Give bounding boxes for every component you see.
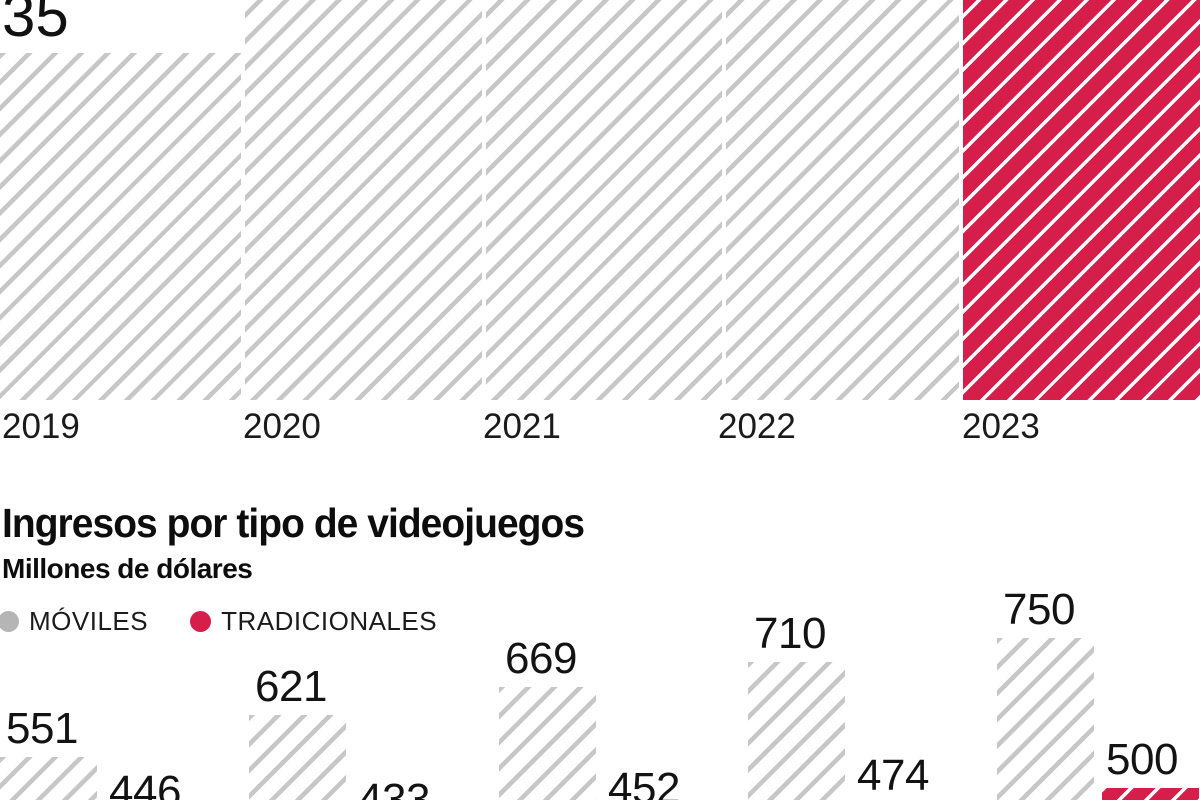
mobile-bar-2022 bbox=[748, 662, 845, 800]
chart-subtitle: Millones de dólares bbox=[2, 553, 253, 584]
chart-title: Ingresos por tipo de videojuegos bbox=[2, 500, 585, 546]
axis-year-2021: 2021 bbox=[483, 407, 561, 446]
annual-bar-2020 bbox=[245, 0, 482, 400]
axis-year-2023: 2023 bbox=[962, 407, 1040, 446]
legend-label-moviles: MÓVILES bbox=[29, 606, 149, 636]
legend-item-moviles: MÓVILES bbox=[0, 606, 148, 637]
traditional-value-2019: 446 bbox=[109, 767, 181, 800]
annual-bar-2021 bbox=[486, 0, 722, 400]
traditional-value-2020: 433 bbox=[358, 775, 430, 800]
traditional-value-2023: 500 bbox=[1106, 735, 1178, 784]
traditional-value-2022: 474 bbox=[857, 751, 929, 800]
annual-bar-2019 bbox=[0, 53, 241, 400]
mobile-value-2023: 750 bbox=[1003, 585, 1075, 634]
annual-bar-2022 bbox=[726, 0, 959, 400]
mobile-value-2021: 669 bbox=[505, 634, 577, 683]
axis-year-2019: 2019 bbox=[2, 407, 80, 446]
mobile-bar-2023 bbox=[997, 638, 1094, 800]
mobile-value-2022: 710 bbox=[754, 609, 826, 658]
annual-bar-2023-highlight bbox=[963, 0, 1200, 400]
traditional-value-2021: 452 bbox=[608, 764, 680, 800]
tradicionales-dot-icon bbox=[190, 611, 212, 632]
moviles-dot-icon bbox=[0, 611, 19, 632]
mobile-bar-2019 bbox=[0, 757, 97, 800]
legend: MÓVILES TRADICIONALES bbox=[0, 606, 437, 637]
axis-year-2020: 2020 bbox=[243, 407, 321, 446]
mobile-value-2020: 621 bbox=[255, 662, 327, 711]
mobile-value-2019: 551 bbox=[6, 704, 78, 753]
traditional-bar-2023 bbox=[1102, 788, 1199, 800]
mobile-bar-2021 bbox=[499, 687, 596, 800]
legend-label-tradicionales: TRADICIONALES bbox=[221, 606, 438, 636]
legend-item-tradicionales: TRADICIONALES bbox=[190, 606, 437, 637]
annual-bar-2019-value-label: 35 bbox=[2, 0, 69, 49]
mobile-bar-2020 bbox=[249, 715, 346, 800]
axis-year-2022: 2022 bbox=[718, 407, 796, 446]
